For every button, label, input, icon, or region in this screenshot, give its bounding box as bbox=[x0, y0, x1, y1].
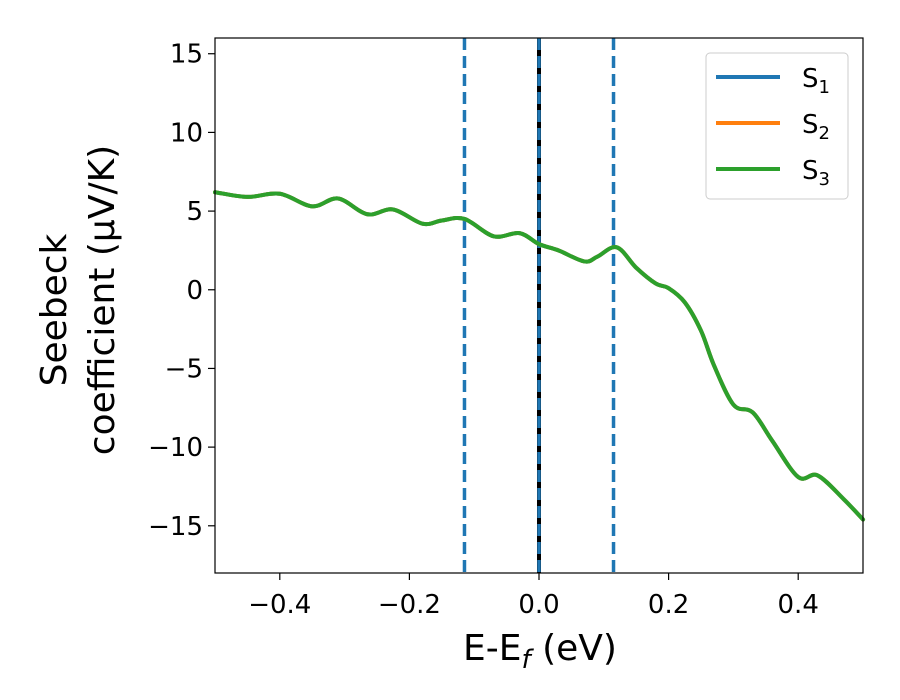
series-lines bbox=[213, 190, 865, 522]
y-tick-label: −15 bbox=[148, 512, 203, 542]
x-tick-label: 0.4 bbox=[778, 590, 819, 620]
y-tick-label: 10 bbox=[170, 118, 203, 148]
y-axis-title-line2: coefficient (μV/K) bbox=[82, 145, 123, 455]
series-line-3 bbox=[213, 190, 865, 522]
y-tick-label: −5 bbox=[165, 354, 203, 384]
x-axis-title: E-Ef (eV) bbox=[463, 628, 617, 675]
x-axis-ticks: −0.4 −0.2 0.0 0.2 0.4 bbox=[248, 573, 819, 620]
legend-label-3: S3 bbox=[802, 156, 830, 190]
y-axis-ticks: −15 −10 −5 0 5 10 15 bbox=[148, 40, 215, 542]
vertical-lines bbox=[462, 38, 616, 573]
y-tick-label: 0 bbox=[186, 276, 203, 306]
legend-label-1: S1 bbox=[802, 64, 830, 98]
y-axis-title-line1: Seebeck bbox=[34, 233, 75, 386]
y-tick-label: 5 bbox=[186, 197, 203, 227]
legend-label-2: S2 bbox=[802, 110, 830, 144]
x-tick-label: 0.0 bbox=[518, 590, 559, 620]
y-tick-label: 15 bbox=[170, 40, 203, 70]
x-tick-label: 0.2 bbox=[648, 590, 689, 620]
x-tick-label: −0.2 bbox=[378, 590, 441, 620]
x-tick-label: −0.4 bbox=[248, 590, 311, 620]
legend: S1 S2 S3 bbox=[705, 52, 849, 200]
y-tick-label: −10 bbox=[148, 433, 203, 463]
